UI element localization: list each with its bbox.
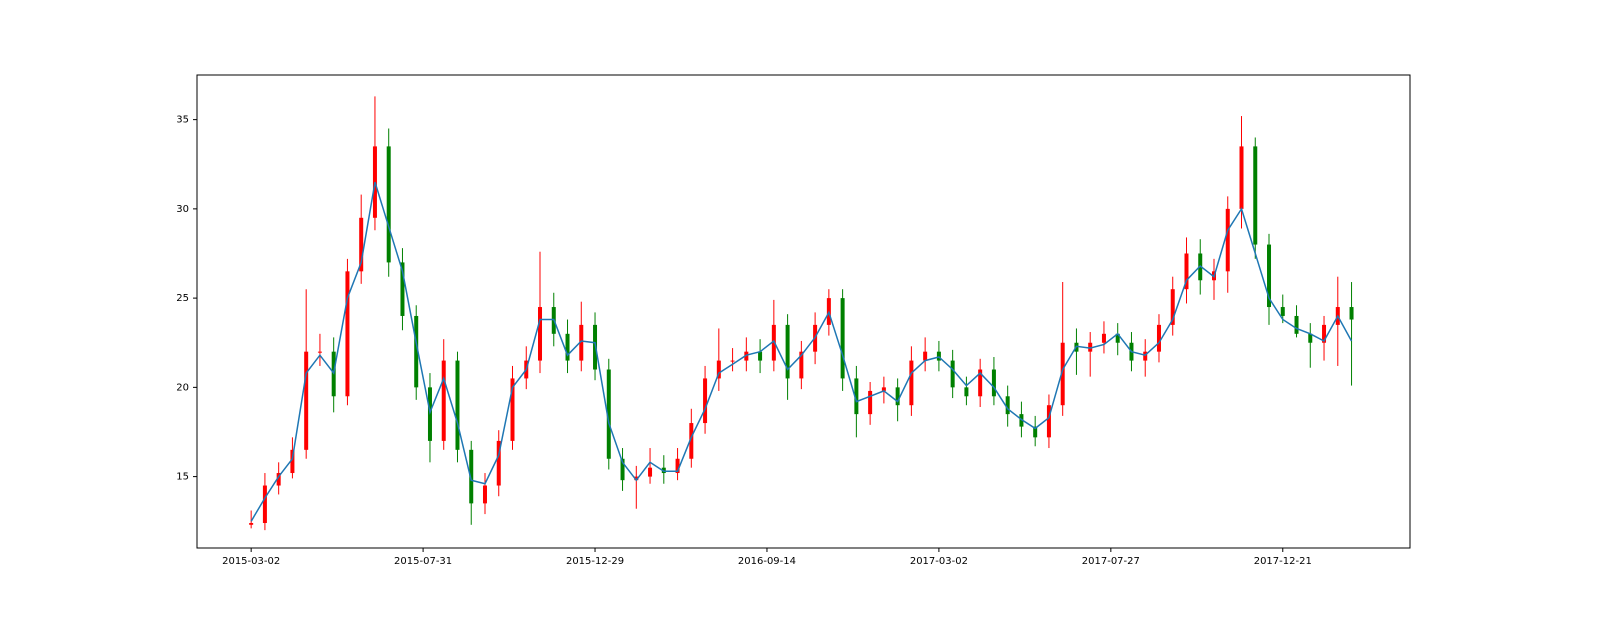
- candle-body: [895, 387, 900, 406]
- x-tick-label: 2015-07-31: [394, 556, 452, 567]
- candle-body: [964, 387, 969, 397]
- candle-body: [1060, 342, 1065, 406]
- candle-body: [469, 449, 474, 504]
- candle-body: [703, 378, 708, 424]
- candle-body: [400, 262, 405, 316]
- x-tick-label: 2017-07-27: [1082, 556, 1140, 567]
- candle-body: [1322, 324, 1327, 343]
- candle-body: [345, 271, 350, 397]
- candle-body: [785, 324, 790, 379]
- x-tick-label: 2017-12-21: [1254, 556, 1312, 567]
- candle-body: [648, 467, 653, 477]
- candle-body: [1156, 324, 1161, 352]
- candle-body: [317, 351, 322, 353]
- candle-body: [923, 351, 928, 361]
- candle-body: [730, 360, 735, 362]
- candle-body: [359, 217, 364, 272]
- candle-body: [909, 360, 914, 406]
- candle-body: [386, 146, 391, 263]
- candle-body: [854, 378, 859, 415]
- candle-body: [758, 351, 763, 361]
- candle-body: [1239, 146, 1244, 209]
- candle-body: [510, 378, 515, 441]
- candle-body: [620, 458, 625, 481]
- candle-body: [1184, 253, 1189, 290]
- candle-body: [1143, 351, 1148, 361]
- candle-body: [1225, 208, 1230, 272]
- candle-body: [1253, 146, 1258, 245]
- candle-body: [482, 485, 487, 504]
- candle-body: [538, 307, 543, 361]
- candle-body: [1349, 307, 1354, 320]
- x-tick-label: 2015-03-02: [222, 556, 280, 567]
- candle-body: [716, 360, 721, 379]
- candle-body: [1033, 426, 1038, 438]
- candle-body: [290, 449, 295, 474]
- candle-body: [1115, 333, 1120, 343]
- candle-body: [455, 360, 460, 450]
- y-tick-label: 35: [176, 115, 189, 126]
- candle-body: [414, 315, 419, 388]
- x-tick-label: 2015-12-29: [566, 556, 624, 567]
- y-tick-label: 30: [176, 204, 189, 215]
- candle-body: [881, 387, 886, 391]
- candle-body: [1267, 244, 1272, 308]
- candle-body: [262, 485, 267, 524]
- candle-body: [565, 333, 570, 361]
- candle-body: [579, 324, 584, 361]
- candle-body: [1308, 333, 1313, 343]
- candle-body: [1280, 307, 1285, 316]
- moving-average-line: [250, 181, 1353, 522]
- candle-body: [304, 351, 309, 450]
- axes-frame: [196, 74, 1411, 549]
- candle-body: [936, 351, 941, 361]
- x-tick-label: 2017-03-02: [910, 556, 968, 567]
- candle-body: [276, 473, 281, 486]
- candle-body: [1101, 333, 1106, 343]
- candle-body: [1005, 396, 1010, 415]
- candle-body: [634, 476, 639, 481]
- candle-body: [840, 298, 845, 379]
- candle-body: [606, 369, 611, 459]
- candle-body: [1294, 315, 1299, 334]
- candle-body: [799, 351, 804, 379]
- candle-body: [1046, 405, 1051, 438]
- y-tick-label: 20: [176, 382, 189, 393]
- x-tick-label: 2016-09-14: [738, 556, 796, 567]
- candle-body: [950, 360, 955, 388]
- candle-body: [675, 458, 680, 474]
- candle-body: [249, 523, 254, 525]
- candle-body: [441, 360, 446, 441]
- candle-body: [689, 423, 694, 459]
- candle-body: [1088, 342, 1093, 352]
- candle-body: [868, 390, 873, 415]
- candle-body: [1170, 289, 1175, 325]
- candle-body: [744, 351, 749, 361]
- candle-body: [496, 440, 501, 486]
- candle-body: [978, 369, 983, 397]
- candle-body: [991, 369, 996, 397]
- y-tick-label: 15: [176, 472, 189, 483]
- y-tick-label: 25: [176, 293, 189, 304]
